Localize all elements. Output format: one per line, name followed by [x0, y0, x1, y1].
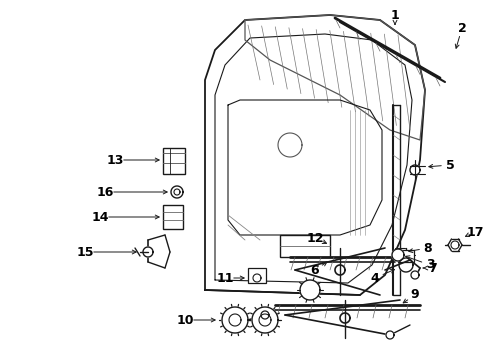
- Polygon shape: [392, 249, 404, 261]
- Polygon shape: [261, 311, 269, 319]
- Polygon shape: [300, 280, 320, 300]
- Polygon shape: [278, 133, 302, 157]
- Bar: [163, 148, 185, 174]
- Text: 5: 5: [445, 158, 454, 171]
- Bar: [163, 205, 183, 229]
- Polygon shape: [386, 331, 394, 339]
- Text: 8: 8: [424, 242, 432, 255]
- Text: 9: 9: [411, 288, 419, 302]
- Text: 16: 16: [97, 185, 114, 198]
- Text: 1: 1: [391, 9, 399, 22]
- Text: 4: 4: [370, 271, 379, 284]
- Bar: [398, 250, 414, 262]
- Text: 12: 12: [306, 231, 324, 244]
- Polygon shape: [259, 314, 271, 326]
- Polygon shape: [222, 307, 248, 333]
- Polygon shape: [451, 241, 459, 249]
- Polygon shape: [171, 186, 183, 198]
- Polygon shape: [229, 314, 241, 326]
- Text: 2: 2: [458, 22, 466, 35]
- Text: 14: 14: [91, 211, 109, 224]
- Text: 17: 17: [466, 225, 484, 239]
- Polygon shape: [253, 274, 261, 282]
- Polygon shape: [174, 189, 180, 195]
- Polygon shape: [252, 307, 278, 333]
- Polygon shape: [340, 313, 350, 323]
- Polygon shape: [399, 258, 413, 272]
- Text: 6: 6: [311, 264, 319, 276]
- Polygon shape: [410, 165, 420, 175]
- Text: 3: 3: [426, 258, 434, 271]
- Text: 7: 7: [428, 261, 437, 274]
- Text: 11: 11: [216, 271, 234, 284]
- Text: 15: 15: [76, 246, 94, 258]
- Text: 13: 13: [106, 153, 123, 166]
- Text: 10: 10: [176, 314, 194, 327]
- Bar: [280, 235, 330, 257]
- Bar: [248, 268, 266, 283]
- Polygon shape: [335, 265, 345, 275]
- Polygon shape: [411, 271, 419, 279]
- Polygon shape: [143, 247, 153, 257]
